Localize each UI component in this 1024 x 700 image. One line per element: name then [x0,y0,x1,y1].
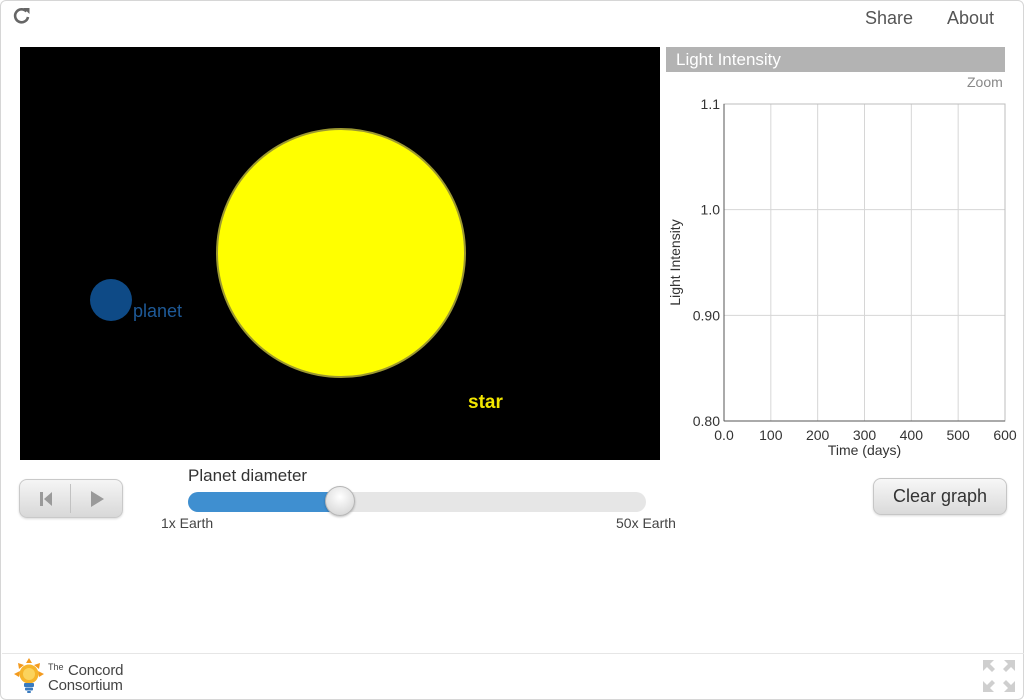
playback-divider [70,484,71,513]
logo-consortium: Consortium [48,677,123,694]
about-link[interactable]: About [947,8,995,28]
graph-title: Light Intensity [676,50,781,69]
lightbulb-logo-icon [14,658,44,693]
y-tick-label: 1.0 [701,202,721,218]
planet-diameter-title: Planet diameter [188,466,308,485]
x-tick-label: 300 [853,427,877,443]
clear-graph-button[interactable]: Clear graph [873,478,1007,515]
planet-label: planet [133,301,183,321]
fullscreen-icon[interactable] [982,659,1016,693]
footer-divider [2,653,1024,654]
graph-axes [723,103,1006,422]
slider-min-label: 1x Earth [161,515,214,531]
y-tick-label: 0.80 [693,413,720,429]
reset-icon [40,492,52,506]
graph-ticks: 0.0 100 200 300 400 500 600 0.80 0.90 1.0 1.1 [693,96,1017,443]
play-icon [91,491,104,507]
x-tick-label: 400 [900,427,924,443]
y-tick-label: 1.1 [701,96,721,112]
simulation-view[interactable]: planet star [20,47,660,460]
x-tick-label: 0.0 [714,427,734,443]
slider-fill [188,492,340,512]
play-button[interactable] [71,480,121,517]
logo-concord: Concord [67,662,124,679]
graph-title-bar: Light Intensity [666,47,1005,72]
y-tick-label: 0.90 [693,307,720,323]
light-intensity-graph[interactable]: 0.0 100 200 300 400 500 600 0.80 0.90 1.0 1.1 Time… [663,91,1023,466]
slider-handle[interactable] [325,486,356,516]
star-shape [216,128,466,378]
star-label: star [468,392,503,413]
x-tick-label: 100 [759,427,783,443]
share-link[interactable]: Share [865,8,914,28]
reload-icon[interactable] [11,5,33,27]
x-tick-label: 600 [993,427,1017,443]
y-axis-label: Light Intensity [667,219,683,305]
x-tick-label: 200 [806,427,830,443]
x-tick-label: 500 [946,427,970,443]
planet-shape[interactable] [90,279,132,321]
x-axis-label: Time (days) [828,442,901,458]
slider-max-label: 50x Earth [616,515,676,531]
planet-diameter-slider[interactable] [188,492,646,512]
logo-the: The [48,662,64,672]
graph-grid [724,103,1006,421]
zoom-link[interactable]: Zoom [967,74,1003,90]
playback-controls [19,479,123,518]
concord-consortium-logo[interactable]: The Concord Consortium [48,662,123,694]
reset-button[interactable] [20,480,70,517]
